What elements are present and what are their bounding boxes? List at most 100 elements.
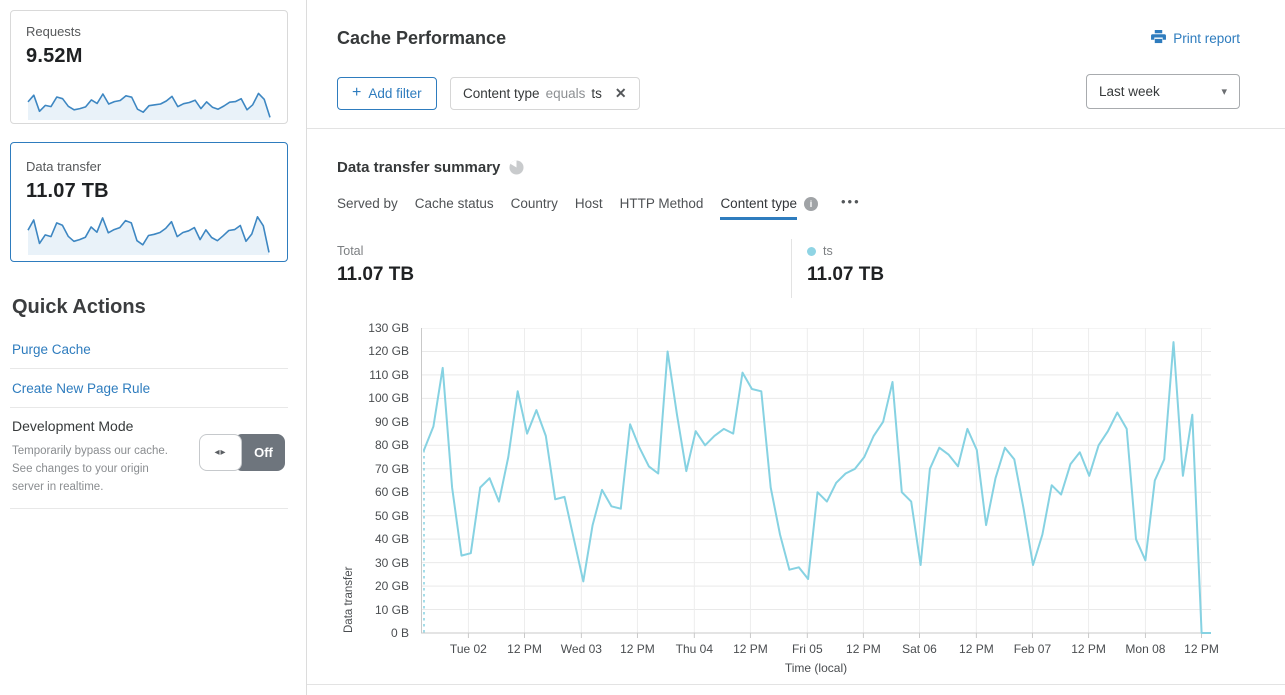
add-filter-button[interactable]: + Add filter: [337, 77, 437, 110]
print-report-link[interactable]: Print report: [1151, 30, 1240, 47]
x-axis-tick: Feb 07: [1013, 642, 1052, 656]
y-axis-tick: 120 GB: [368, 344, 409, 359]
development-mode-title: Development Mode: [12, 418, 134, 434]
y-axis-tick: 0 B: [390, 626, 409, 640]
x-axis-tick: 12 PM: [620, 642, 655, 656]
pie-chart-icon: [509, 160, 524, 175]
tab-content-type[interactable]: Content type i: [720, 196, 818, 220]
requests-card[interactable]: Requests 9.52M: [10, 10, 288, 124]
quick-actions-title: Quick Actions: [12, 296, 146, 318]
divider: [10, 508, 288, 509]
sidebar: Requests 9.52M Data transfer 11.07 TB Qu…: [0, 0, 306, 695]
requests-card-label: Requests: [26, 24, 81, 39]
x-axis-tick: Wed 03: [560, 642, 602, 656]
total-label: Total: [337, 244, 364, 258]
x-axis-tick: 12 PM: [733, 642, 768, 656]
dimension-tabs: Served by Cache status Country Host HTTP Met…: [337, 194, 861, 220]
data-transfer-card-label: Data transfer: [26, 159, 102, 174]
data-transfer-sparkline: [27, 216, 270, 255]
x-axis-tick: 12 PM: [846, 642, 881, 656]
total-value: 11.07 TB: [337, 264, 415, 285]
filter-chip-value: ts: [591, 86, 602, 101]
main-panel: Cache Performance Print report + Add fil…: [306, 0, 1285, 695]
x-axis-tick: Fri 05: [791, 642, 823, 656]
y-axis-label: Data transfer: [343, 566, 355, 633]
divider: [307, 684, 1285, 685]
divider: [307, 128, 1285, 129]
divider: [791, 239, 792, 298]
divider: [10, 368, 288, 369]
tab-http-method[interactable]: HTTP Method: [620, 196, 704, 220]
chart-plot-area[interactable]: [421, 328, 1211, 640]
y-axis-tick: 80 GB: [374, 438, 409, 453]
create-page-rule-link[interactable]: Create New Page Rule: [12, 381, 151, 396]
filter-chip-field: Content type: [463, 86, 540, 101]
x-axis-tick: Tue 02: [449, 642, 487, 656]
y-axis-tick: 90 GB: [374, 414, 409, 429]
tab-host[interactable]: Host: [575, 196, 603, 220]
requests-sparkline: [27, 92, 271, 120]
add-filter-label: Add filter: [368, 86, 422, 101]
x-axis-tick: 12 PM: [507, 642, 542, 656]
info-icon[interactable]: i: [804, 197, 818, 211]
legend-label: ts: [823, 244, 833, 258]
y-axis-tick: 70 GB: [374, 461, 409, 476]
data-transfer-card-value: 11.07 TB: [26, 180, 109, 202]
y-axis-tick: 100 GB: [368, 391, 409, 406]
tab-cache-status[interactable]: Cache status: [415, 196, 494, 220]
tab-served-by[interactable]: Served by: [337, 196, 398, 220]
development-mode-toggle[interactable]: ◂▸ Off: [199, 434, 285, 471]
chevron-down-icon: ▾: [1221, 86, 1227, 98]
y-axis-tick: 10 GB: [374, 602, 409, 617]
printer-icon: [1151, 30, 1167, 47]
y-axis-tick: 30 GB: [374, 555, 409, 570]
filter-chip[interactable]: Content type equals ts ✕: [450, 77, 640, 110]
time-range-select[interactable]: Last week ▾: [1086, 74, 1240, 109]
series-stat: ts 11.07 TB: [807, 244, 884, 286]
tab-label: Country: [510, 196, 558, 211]
more-options-icon[interactable]: •••: [841, 194, 861, 209]
x-axis-tick: 12 PM: [1071, 642, 1106, 656]
summary-title: Data transfer summary: [337, 159, 501, 176]
y-axis-tick: 60 GB: [374, 485, 409, 500]
legend-item-ts[interactable]: ts: [807, 244, 884, 258]
close-icon[interactable]: ✕: [614, 85, 627, 101]
toggle-knob[interactable]: ◂▸: [199, 434, 242, 471]
plus-icon: +: [352, 84, 362, 101]
print-report-label: Print report: [1173, 31, 1240, 46]
tab-country[interactable]: Country: [511, 196, 558, 220]
x-axis-tick: Mon 08: [1125, 642, 1166, 656]
x-axis-tick: Thu 04: [675, 642, 714, 656]
total-stat: Total 11.07 TB: [337, 244, 414, 286]
summary-title-row: Data transfer summary: [337, 159, 524, 176]
requests-card-value: 9.52M: [26, 45, 83, 67]
x-axis-tick: 12 PM: [1184, 642, 1219, 656]
development-mode-description: Temporarily bypass our cache. See change…: [12, 445, 168, 493]
legend-value: 11.07 TB: [807, 264, 885, 285]
y-axis-tick: 40 GB: [374, 532, 409, 547]
y-axis-tick: 130 GB: [368, 321, 409, 335]
tab-label: Served by: [337, 196, 398, 211]
time-range-value: Last week: [1099, 84, 1160, 99]
divider: [10, 407, 288, 408]
x-axis-tick: Sat 06: [902, 642, 937, 656]
y-axis-tick: 110 GB: [369, 367, 409, 382]
toggle-track[interactable]: Off: [234, 434, 285, 471]
x-axis-tick: 12 PM: [959, 642, 994, 656]
y-axis-tick: 50 GB: [374, 508, 409, 523]
legend-dot: [807, 246, 816, 256]
y-axis-tick: 20 GB: [374, 579, 409, 594]
data-transfer-card[interactable]: Data transfer 11.07 TB: [10, 142, 288, 262]
x-axis-label: Time (local): [784, 661, 848, 675]
purge-cache-link[interactable]: Purge Cache: [12, 342, 91, 357]
tab-label: Host: [574, 196, 603, 211]
toggle-arrows-icon: ◂▸: [214, 447, 227, 458]
y-axis-ticks: 0 B 10 GB 20 GB 30 GB 40 GB 50 GB 60 GB 70 GB 80…: [361, 320, 409, 650]
toggle-state-label: Off: [254, 445, 273, 460]
filter-chip-operator: equals: [545, 86, 586, 101]
page-title: Cache Performance: [337, 28, 507, 48]
data-transfer-chart: Data transfer 0 B 10 GB 20 GB 30 GB 40 GB 50 …: [307, 320, 1285, 684]
tab-label: Content type: [720, 196, 797, 220]
tab-label: Cache status: [414, 196, 494, 211]
tab-label: HTTP Method: [619, 196, 704, 211]
